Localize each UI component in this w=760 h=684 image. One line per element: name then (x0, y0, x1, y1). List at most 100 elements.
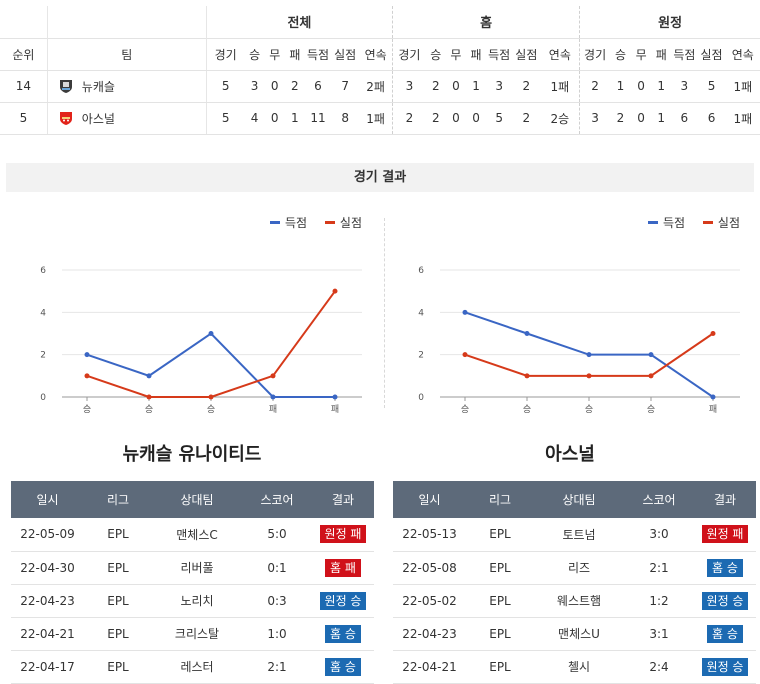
column-header: 연속 (725, 37, 760, 71)
legend-scored-swatch (647, 221, 658, 224)
data-point (462, 309, 468, 315)
away-stat: 5 (697, 70, 726, 103)
home-stat: 1 (465, 70, 487, 103)
x-tick-label: 승 (145, 404, 153, 415)
home-stat: 2 (512, 102, 541, 135)
results-column-header: 리그 (466, 481, 534, 518)
match-score: 5:0 (242, 518, 312, 552)
team-name: 뉴캐슬 (81, 79, 115, 94)
group-away: 원정 (579, 6, 760, 38)
away-stat: 0 (631, 70, 652, 103)
home-stat: 5 (486, 102, 513, 135)
chart-left-legend: 득점 실점 (256, 214, 362, 231)
rank-cell: 5 (0, 102, 48, 135)
y-tick-label: 6 (40, 266, 46, 276)
column-header: 승 (425, 37, 446, 71)
x-tick-label: 승 (461, 404, 469, 415)
data-point (84, 352, 90, 358)
home-stat: 1패 (540, 70, 580, 103)
overall-stat: 6 (304, 70, 332, 103)
result-badge: 홈 승 (325, 624, 361, 643)
standings-header-row: 순위 팀 경기 승 무 패 득점 실점 연속 경기 승 무 패 득점 실점 연속 경기 승 무 패 득점 실점 연속 (0, 37, 760, 71)
overall-stat: 11 (304, 102, 332, 135)
match-opponent[interactable]: 토트넘 (534, 518, 624, 552)
standings-group-row: 전체 홈 원정 (0, 6, 760, 38)
away-stat: 1패 (725, 70, 760, 103)
home-stat: 0 (445, 102, 466, 135)
match-league: EPL (84, 650, 152, 684)
x-tick-label: 승 (647, 404, 655, 415)
match-row: 22-04-30 EPL 리버풀 0:1 홈 패 (11, 551, 374, 585)
data-point (524, 331, 530, 336)
x-tick-label: 승 (207, 404, 215, 415)
team-cell[interactable]: 뉴캐슬 (46, 70, 207, 103)
y-tick-label: 4 (40, 308, 46, 318)
match-opponent[interactable]: 레스터 (152, 650, 242, 684)
match-row: 22-04-21 EPL 첼시 2:4 원정 승 (393, 650, 756, 684)
match-opponent[interactable]: 맨체스U (534, 617, 624, 651)
away-stat: 2 (609, 102, 632, 135)
away-stat: 0 (631, 102, 652, 135)
chart-right-svg: 0 2 4 6 승 승 승 승 패 (418, 266, 740, 415)
section-title: 경기 결과 (6, 163, 754, 192)
match-league: EPL (84, 518, 152, 552)
team-header: 팀 (46, 37, 207, 71)
match-opponent[interactable]: 웨스트햄 (534, 584, 624, 618)
home-stat: 2 (392, 102, 426, 135)
overall-stat: 1 (284, 102, 305, 135)
match-league: EPL (466, 584, 534, 618)
result-badge: 홈 승 (707, 624, 743, 643)
away-stat: 1 (651, 102, 672, 135)
y-tick-label: 4 (418, 308, 424, 318)
column-header: 득점 (304, 37, 332, 71)
results-table-right: 일시 리그 상대팀 스코어 결과 22-05-13 EPL 토트넘 3:0 원정 패 22-05-… (393, 481, 756, 684)
match-row: 22-04-23 EPL 노리치 0:3 원정 승 (11, 584, 374, 618)
overall-stat: 8 (331, 102, 360, 135)
legend-scored: 득점 (269, 214, 307, 231)
match-league: EPL (466, 617, 534, 651)
data-point (146, 394, 152, 400)
match-opponent[interactable]: 리즈 (534, 551, 624, 585)
overall-stat: 0 (264, 102, 285, 135)
legend-conceded-swatch (324, 221, 335, 224)
result-badge: 홈 패 (325, 558, 361, 577)
x-tick-label: 패 (709, 404, 717, 415)
y-tick-label: 0 (40, 393, 46, 403)
match-opponent[interactable]: 리버풀 (152, 551, 242, 585)
overall-stat: 2 (284, 70, 305, 103)
match-score: 0:1 (242, 551, 312, 585)
data-point (586, 373, 592, 379)
team-name: 아스널 (81, 111, 115, 126)
data-point (208, 394, 214, 400)
column-header: 연속 (359, 37, 393, 71)
away-stat: 2 (579, 70, 610, 103)
data-point (462, 352, 468, 358)
column-header: 연속 (540, 37, 580, 71)
x-tick-label: 승 (523, 404, 531, 415)
legend-conceded: 실점 (324, 214, 362, 231)
home-stat: 3 (392, 70, 426, 103)
rank-header: 순위 (0, 37, 48, 71)
overall-stat: 2패 (359, 70, 393, 103)
legend-scored: 득점 (647, 214, 685, 231)
team-cell[interactable]: 아스널 (46, 102, 207, 135)
match-opponent[interactable]: 크리스탈 (152, 617, 242, 651)
home-stat: 3 (486, 70, 513, 103)
result-badge: 홈 승 (707, 558, 743, 577)
match-opponent[interactable]: 맨체스C (152, 518, 242, 552)
match-date: 22-04-23 (393, 617, 466, 651)
match-date: 22-04-30 (11, 551, 84, 585)
data-point (270, 394, 276, 400)
result-badge: 원정 패 (701, 525, 749, 544)
column-header: 패 (465, 37, 487, 71)
match-result-cell: 홈 승 (694, 551, 756, 585)
match-opponent[interactable]: 노리치 (152, 584, 242, 618)
legend-conceded: 실점 (702, 214, 740, 231)
group-overall: 전체 (287, 16, 312, 32)
data-point (146, 373, 152, 379)
match-opponent[interactable]: 첼시 (534, 650, 624, 684)
match-score: 2:4 (624, 650, 694, 684)
results-column-header: 상대팀 (534, 481, 624, 518)
match-row: 22-05-13 EPL 토트넘 3:0 원정 패 (393, 518, 756, 552)
away-stat: 3 (671, 70, 698, 103)
